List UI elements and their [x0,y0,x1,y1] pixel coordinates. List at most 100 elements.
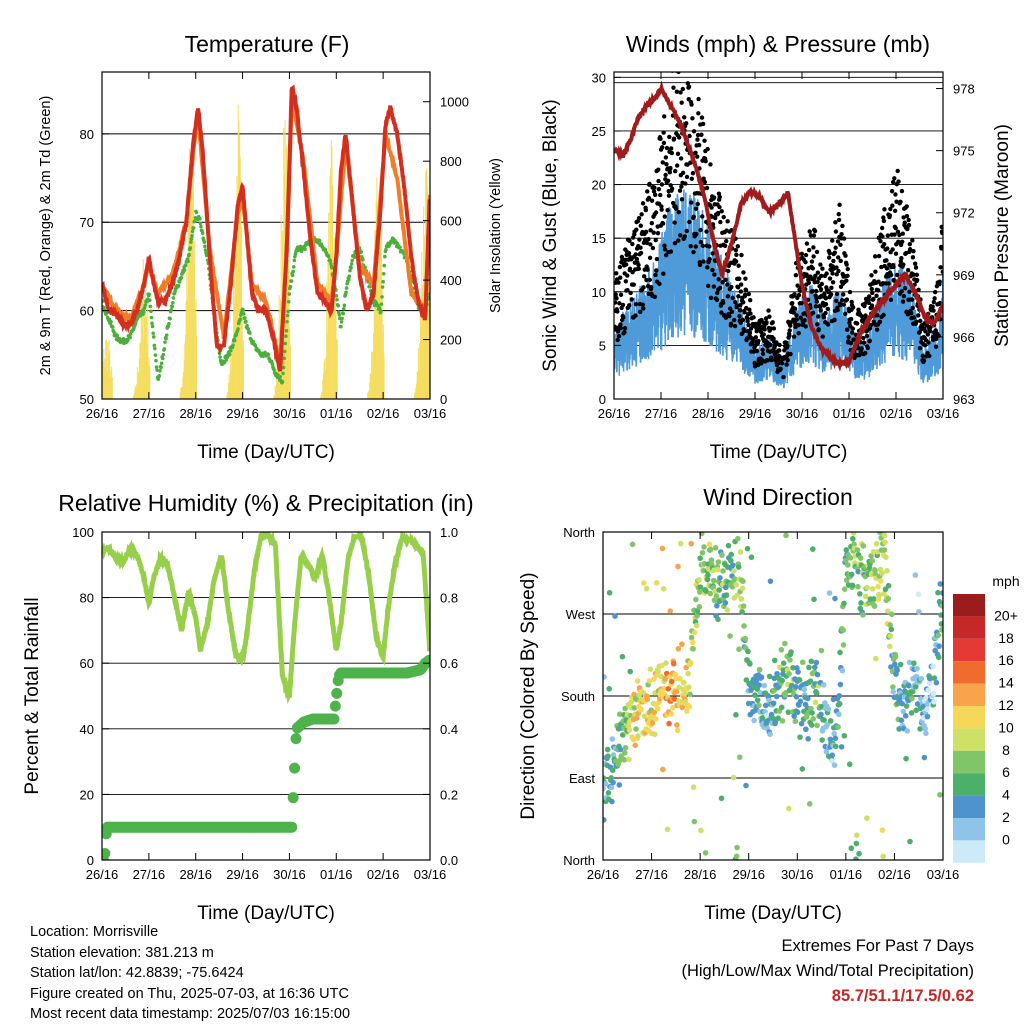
temperature-ytick-label: 60 [80,304,94,319]
gust-point [705,265,710,270]
wind-direction-point [739,608,745,615]
winds-xtick-label: 26/16 [598,406,631,421]
dewpoint-point [334,294,339,298]
wind-direction-point [707,546,714,553]
wind-direction-point [681,679,687,686]
gust-point [820,334,825,339]
gust-point [906,217,911,223]
gust-point [844,262,849,267]
gust-point [768,326,773,331]
gust-point [645,267,650,272]
wind-direction-point [926,680,933,687]
gust-point [782,348,787,353]
gust-point [926,340,931,345]
wind-direction-point [608,784,615,791]
gust-point [876,288,881,293]
gust-point [738,289,744,294]
gust-point [651,230,656,235]
gust-point [747,330,753,335]
wind-direction-point [837,649,843,656]
wind-direction-point [806,801,813,807]
wind-direction-point [862,593,869,600]
gust-point [803,252,809,258]
wind-direction-point [937,791,943,798]
gust-point [765,358,770,363]
gust-point [794,313,799,318]
gust-point [802,318,807,323]
gust-point [909,311,914,316]
gust-point [881,242,887,247]
gust-point [844,297,850,302]
gust-point [913,265,919,270]
wind-direction-point [609,767,616,774]
wind-direction-point [923,695,930,701]
colorbar-swatch [953,750,985,774]
gust-point [815,279,820,285]
gust-point [866,300,872,306]
wind-direction-point [785,805,792,812]
wind-direction-point [818,647,825,654]
wind-direction-point [675,563,681,570]
wind-direction-point [937,581,943,587]
dewpoint-point [154,358,158,363]
humidity-ytick-label: 20 [80,787,94,802]
wind-direction-point [653,579,660,586]
wind-direction-point [653,716,659,722]
wind-direction-point [873,540,880,547]
wind-direction-point [805,736,811,742]
direction-ytick-label: North [563,853,595,868]
gust-point [674,58,678,62]
wind-direction-point [730,774,737,781]
colorbar-swatch [953,706,985,729]
wind-direction-point [654,705,661,712]
wind-direction-point [907,838,913,845]
dewpoint-point [281,365,286,370]
wind-direction-point [902,713,909,719]
wind-direction-point [846,761,853,768]
humidity-y2tick-label: 0.8 [440,591,458,606]
wind-direction-point [688,634,695,641]
wind-direction-point [848,571,855,578]
dewpoint-point [232,338,237,343]
humidity-ytick-label: 100 [72,525,94,540]
gust-point [927,329,933,334]
wind-direction-point [622,744,629,751]
gust-point [671,200,676,206]
gust-point [813,304,819,309]
wind-direction-point [829,758,835,764]
gust-point [705,283,711,289]
gust-point [678,233,683,238]
wind-direction-point [923,730,929,737]
gust-point [680,170,686,176]
gust-point [742,310,747,315]
precip-point [290,733,302,745]
wind-direction-point [882,539,888,545]
gust-point [930,304,935,309]
wind-direction-point [686,703,693,710]
wind-direction-point [855,568,862,575]
wind-direction-point [725,542,732,549]
dewpoint-point [109,319,113,324]
wind-direction-point [866,565,873,572]
colorbar-label: 2 [1002,809,1010,825]
gust-point [634,227,639,232]
direction-plot-area [603,532,943,860]
wind-direction-point [930,691,937,697]
dewpoint-point [347,277,351,282]
wind-direction-point [712,597,718,604]
dewpoint-point [326,254,331,259]
gust-point [638,309,643,315]
gust-point [814,296,819,301]
gust-point [931,308,936,313]
wind-direction-point [860,612,866,618]
wind-direction-point [883,554,889,560]
direction-title: Wind Direction [703,484,853,510]
wind-direction-point [722,584,729,591]
wind-direction-point [827,718,834,724]
gust-point [845,327,850,332]
winds-xtick-label: 29/16 [739,406,772,421]
temperature-xtick-label: 01/16 [320,406,353,421]
wind-direction-point [702,850,709,856]
wind-direction-point [916,608,922,615]
gust-point [657,281,662,287]
